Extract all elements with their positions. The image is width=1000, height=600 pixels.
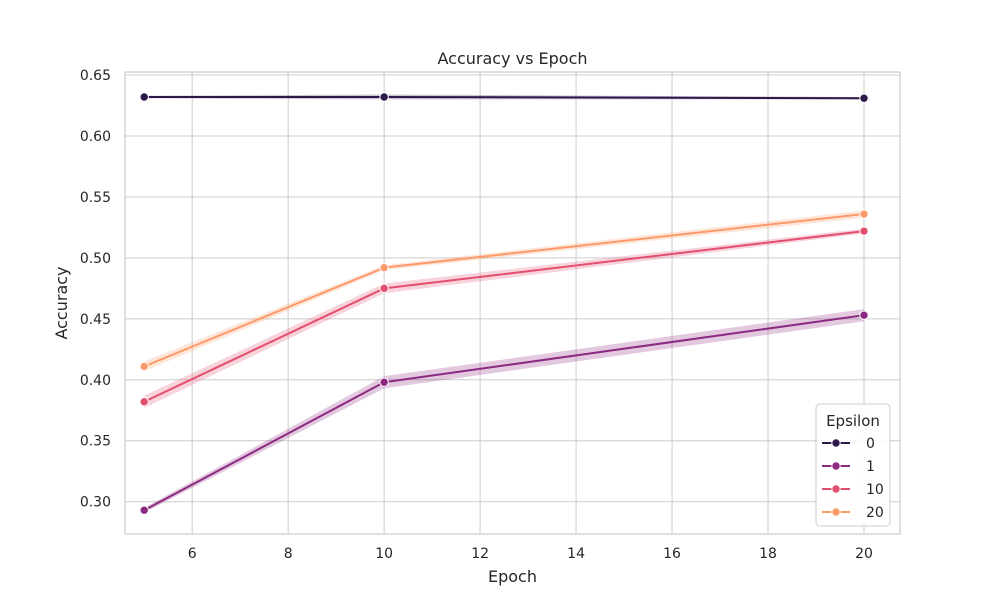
legend-title: Epsilon	[826, 412, 880, 430]
series-markers	[139, 92, 869, 515]
x-tick-label: 6	[188, 546, 197, 562]
data-point-20	[139, 361, 149, 372]
legend-box	[815, 403, 891, 527]
legend-swatch-marker	[831, 461, 841, 471]
x-tick-labels: 6 8 10 12 14 16 18 20	[188, 546, 873, 562]
x-tick-label: 10	[375, 546, 393, 562]
x-axis-title: Epoch	[488, 567, 537, 586]
legend-entry-label: 1	[866, 459, 875, 475]
x-tick-label: 12	[471, 546, 489, 562]
grid-lines	[125, 72, 900, 534]
legend-swatch-marker	[831, 484, 841, 494]
x-tick-label: 8	[284, 546, 293, 562]
data-point-10	[139, 397, 149, 407]
y-axis-title: Accuracy	[52, 266, 71, 339]
data-point-0	[859, 93, 869, 103]
data-point-0	[379, 92, 389, 102]
y-tick-label: 0.55	[80, 190, 111, 206]
legend: Epsilon 0 1 10 20	[815, 403, 891, 527]
legend-swatch-marker	[831, 507, 841, 517]
data-point-10	[379, 283, 389, 294]
data-point-20	[379, 262, 389, 273]
x-tick-label: 14	[567, 546, 585, 562]
plot-frame	[124, 71, 901, 535]
x-tick-label: 18	[759, 546, 777, 562]
legend-entry-label: 10	[866, 482, 884, 498]
y-tick-label: 0.65	[80, 68, 111, 84]
data-point-0	[139, 92, 149, 102]
legend-items: 0 1 10 20	[822, 436, 884, 521]
data-point-10	[859, 226, 869, 236]
legend-swatch-marker	[831, 438, 841, 448]
y-tick-label: 0.60	[80, 129, 111, 145]
legend-entry-label: 0	[866, 436, 875, 452]
x-tick-label: 16	[663, 546, 681, 562]
y-tick-label: 0.40	[80, 373, 111, 389]
y-tick-label: 0.50	[80, 251, 111, 267]
y-tick-label: 0.30	[80, 495, 111, 511]
y-tick-label: 0.35	[80, 434, 111, 450]
confidence-band-1	[144, 309, 865, 513]
legend-entry-label: 20	[866, 505, 884, 521]
x-tick-label: 20	[855, 546, 873, 562]
data-point-1	[379, 377, 389, 387]
data-point-20	[859, 209, 869, 219]
data-point-1	[139, 505, 149, 515]
y-tick-label: 0.45	[80, 312, 111, 328]
y-tick-labels: 0.30 0.35 0.40 0.45 0.50 0.55 0.60 0.65	[80, 68, 111, 511]
data-point-1	[859, 310, 869, 320]
chart-title: Accuracy vs Epoch	[437, 49, 587, 68]
